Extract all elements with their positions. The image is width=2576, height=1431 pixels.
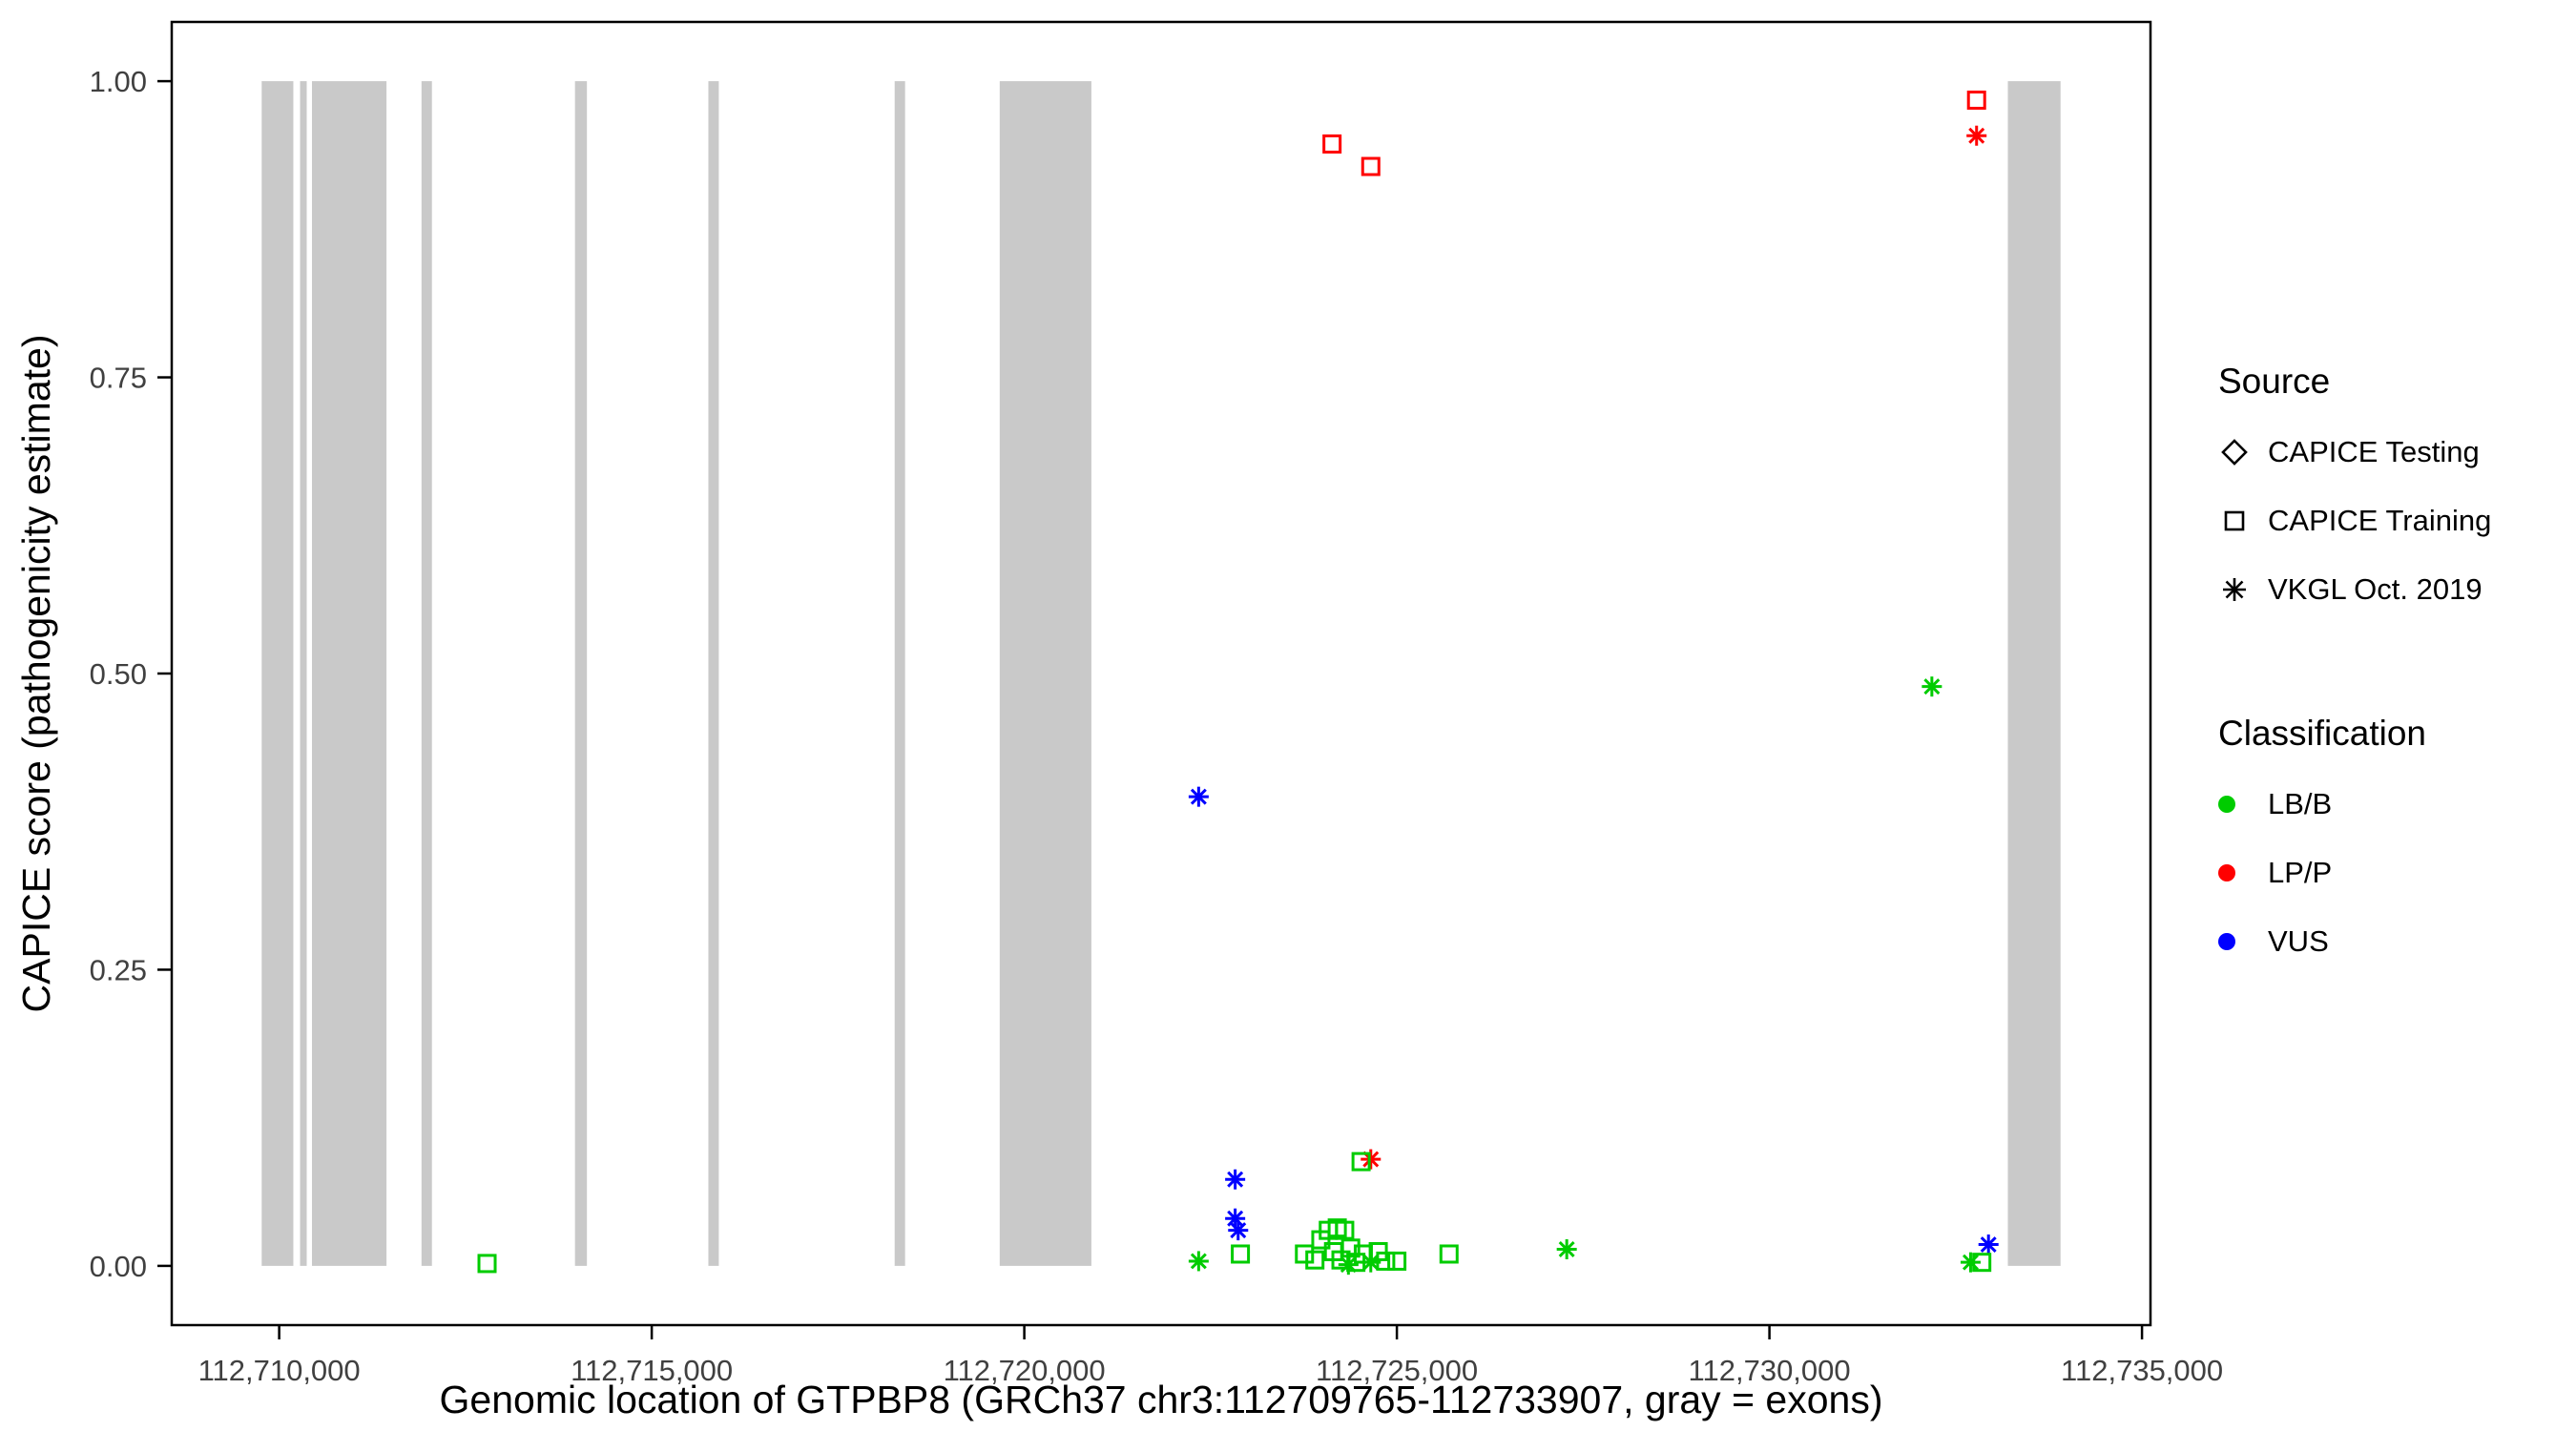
exon-bar [999, 81, 1091, 1266]
legend-item-lbb: LB/B [2218, 770, 2491, 839]
exon-bar [574, 81, 588, 1266]
legend: Source CAPICE Testing CAPICE Training [2218, 361, 2491, 976]
data-point-asterisk [1338, 1255, 1359, 1275]
vus-dot-icon [2218, 933, 2235, 950]
legend-label-capice-testing: CAPICE Testing [2268, 435, 2480, 468]
exon-bar [421, 81, 432, 1266]
legend-item-capice-testing: CAPICE Testing [2218, 418, 2491, 487]
legend-item-capice-training: CAPICE Training [2218, 487, 2491, 555]
legend-classification-title: Classification [2218, 714, 2426, 753]
data-point-square [1335, 1220, 1355, 1240]
data-point-asterisk [1978, 1234, 1999, 1255]
vus-color-key [2218, 933, 2268, 950]
diamond-icon [2221, 439, 2248, 466]
data-point-square [1322, 134, 1342, 154]
legend-source-section: Source CAPICE Testing CAPICE Training [2218, 361, 2491, 624]
y-axis-title: CAPICE score (pathogenicity estimate) [14, 334, 58, 1013]
square-icon [2224, 510, 2245, 531]
exon-bar [300, 81, 307, 1266]
x-tick-label: 112,710,000 [198, 1354, 361, 1387]
data-point-asterisk [1922, 676, 1942, 697]
x-tick-label: 112,715,000 [571, 1354, 733, 1387]
data-point-square [1231, 1244, 1251, 1264]
x-tick-label: 112,725,000 [1316, 1354, 1478, 1387]
data-point-asterisk [1188, 786, 1209, 807]
y-tick-label: 0.00 [90, 1250, 147, 1283]
legend-label-lbb: LB/B [2268, 787, 2333, 820]
y-tick-label: 0.25 [90, 953, 147, 986]
diamond-key [2218, 436, 2268, 468]
exon-bar [261, 81, 294, 1266]
exon-bar [2007, 81, 2061, 1266]
legend-label-vkgl: VKGL Oct. 2019 [2268, 572, 2483, 606]
data-point-square [1966, 90, 1986, 110]
data-point-square [1376, 1251, 1396, 1271]
data-point-square [1361, 156, 1381, 176]
data-point-asterisk [1225, 1208, 1246, 1229]
lpp-dot-icon [2218, 864, 2235, 881]
data-point-asterisk [1228, 1220, 1249, 1241]
exon-bar [311, 81, 387, 1266]
x-axis-title: Genomic location of GTPBP8 (GRCh37 chr3:… [439, 1378, 1883, 1421]
legend-source-title: Source [2218, 362, 2331, 401]
data-point-asterisk [1225, 1169, 1246, 1190]
exon-bar [708, 81, 719, 1266]
data-point-square [1340, 1238, 1361, 1258]
data-point-asterisk [1188, 1251, 1209, 1272]
data-point-square [1972, 1253, 1992, 1273]
legend-item-vus: VUS [2218, 907, 2491, 976]
data-point-square [1439, 1244, 1459, 1264]
data-point-square [1351, 1151, 1371, 1172]
asterisk-icon [2223, 578, 2246, 601]
legend-label-vus: VUS [2268, 924, 2329, 958]
lbb-color-key [2218, 796, 2268, 813]
data-point-asterisk [1556, 1239, 1577, 1260]
data-point-square [1295, 1244, 1315, 1264]
y-tick-label: 0.75 [90, 362, 147, 395]
legend-label-lpp: LP/P [2268, 856, 2333, 889]
x-tick-label: 112,730,000 [1689, 1354, 1851, 1387]
data-point-square [477, 1254, 497, 1274]
lpp-color-key [2218, 864, 2268, 881]
data-point-asterisk [1966, 125, 1987, 146]
lbb-dot-icon [2218, 796, 2235, 813]
exon-bar [894, 81, 905, 1266]
legend-item-vkgl: VKGL Oct. 2019 [2218, 555, 2491, 624]
x-tick-label: 112,735,000 [2061, 1354, 2223, 1387]
asterisk-key [2218, 573, 2268, 606]
y-tick-label: 0.50 [90, 657, 147, 691]
square-key [2218, 505, 2268, 537]
y-tick-label: 1.00 [90, 65, 147, 98]
legend-item-lpp: LP/P [2218, 839, 2491, 907]
x-tick-label: 112,720,000 [944, 1354, 1106, 1387]
data-point-square [1305, 1250, 1325, 1270]
data-point-square [1387, 1251, 1407, 1271]
legend-label-capice-training: CAPICE Training [2268, 504, 2492, 537]
data-point-asterisk [1960, 1252, 1981, 1273]
legend-classification-section: Classification LB/B LP/P VUS [2218, 713, 2491, 976]
panel-border [170, 20, 2152, 1327]
